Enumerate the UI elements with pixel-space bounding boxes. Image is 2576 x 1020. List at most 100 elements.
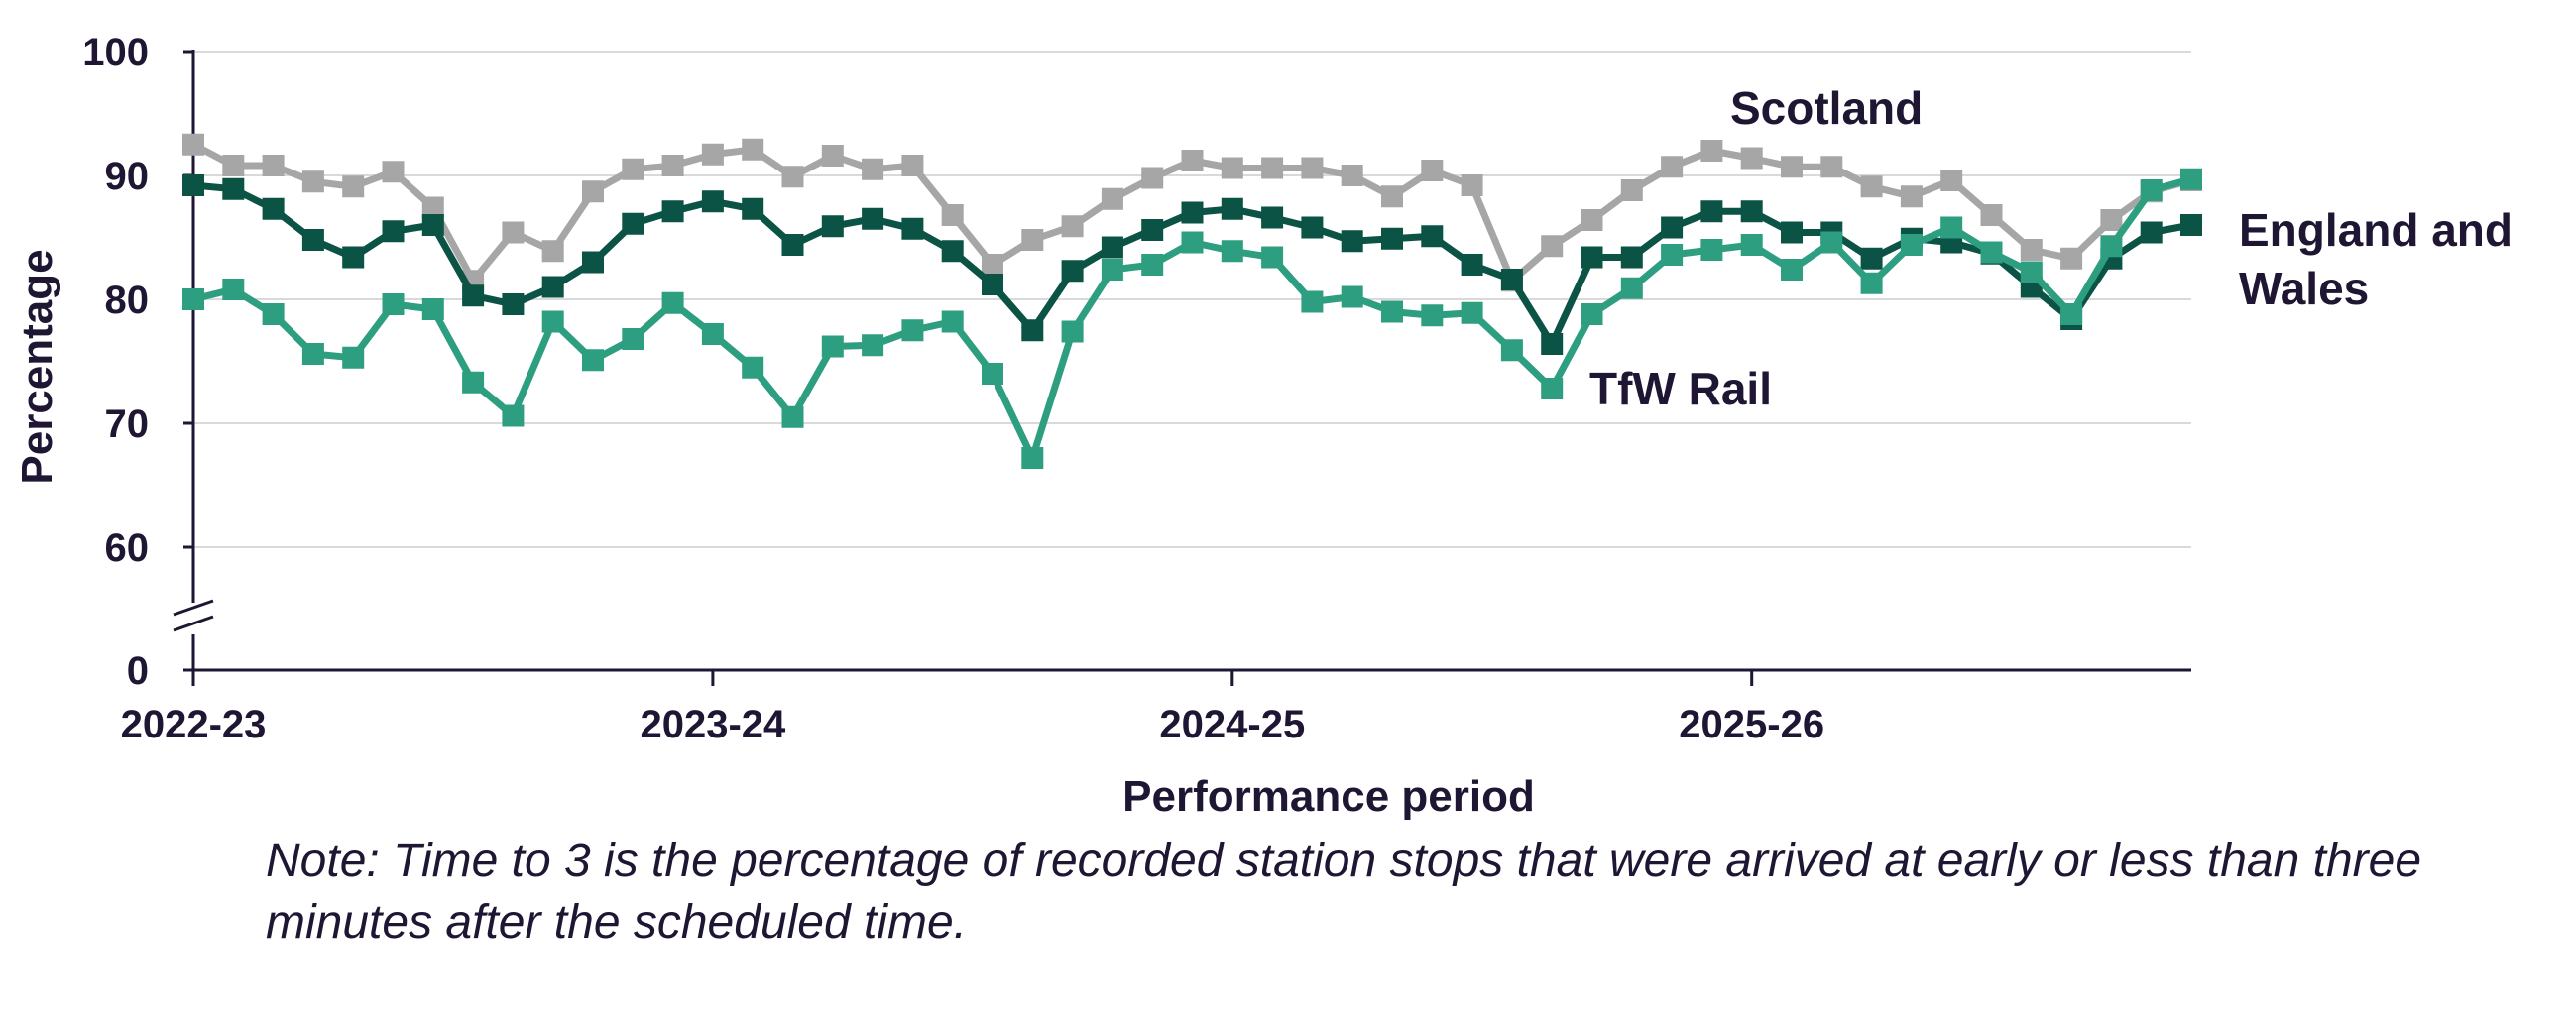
data-point [1341, 165, 1363, 186]
data-point [701, 323, 724, 345]
data-point [862, 158, 884, 180]
data-point [1541, 378, 1564, 399]
data-point [1661, 244, 1684, 266]
x-tick-label: 2022-23 [121, 703, 267, 746]
data-point [342, 346, 365, 369]
data-point [2100, 209, 2123, 231]
y-tick-label: 70 [105, 402, 150, 446]
data-point [821, 145, 844, 167]
data-point [1620, 179, 1643, 201]
data-point [1261, 157, 1284, 179]
data-point [1740, 200, 1763, 223]
data-point [781, 166, 804, 188]
y-tick-label: 80 [105, 279, 150, 322]
data-point [982, 274, 1003, 295]
data-point [1061, 260, 1084, 283]
data-point [502, 404, 525, 427]
data-point [382, 293, 405, 315]
data-point [182, 174, 204, 196]
data-point [1940, 216, 1963, 239]
data-point [1541, 235, 1564, 258]
data-point [2020, 239, 2043, 261]
data-point [1461, 174, 1483, 196]
data-point [582, 180, 604, 203]
data-point [1900, 234, 1923, 256]
axis-break-mark [173, 615, 214, 632]
series-england-and-wales [182, 174, 2202, 355]
data-point [1421, 160, 1444, 181]
data-point [541, 240, 564, 263]
data-point [1341, 285, 1363, 308]
data-point [1301, 216, 1324, 239]
data-point [781, 234, 804, 256]
y-tick-label: 100 [82, 31, 149, 74]
data-point [342, 246, 365, 269]
data-point [1900, 185, 1923, 208]
y-tick-label: 90 [105, 155, 150, 198]
data-point [1021, 229, 1044, 251]
data-point [661, 155, 684, 176]
data-point [901, 217, 924, 240]
data-point [1381, 227, 1403, 250]
data-point [1661, 216, 1684, 239]
data-point [1141, 167, 1164, 189]
data-point [1021, 319, 1044, 342]
data-point [2060, 303, 2083, 325]
data-point [1101, 236, 1123, 259]
data-point [742, 356, 764, 379]
data-point [1021, 447, 1044, 469]
series-tfw-rail [182, 168, 2202, 469]
data-point [1820, 156, 1843, 178]
data-point [301, 343, 324, 365]
x-tick-label: 2023-24 [641, 703, 787, 746]
data-point [622, 328, 644, 350]
data-point [781, 405, 804, 428]
data-point [541, 310, 564, 333]
data-point [2020, 261, 2043, 283]
x-axis-title: Performance period [1122, 772, 1535, 821]
series-label: England and Wales [2239, 204, 2513, 314]
data-point [701, 143, 724, 166]
data-point [661, 291, 684, 314]
data-point [1620, 277, 1643, 299]
data-point [1061, 215, 1084, 238]
axis-break-mark [173, 599, 214, 617]
data-point [1860, 247, 1883, 270]
chart-note: Note: Time to 3 is the percentage of rec… [266, 835, 2422, 949]
data-point [1301, 290, 1324, 313]
data-point [1980, 204, 2003, 226]
data-point [1940, 170, 1963, 191]
data-point [622, 212, 644, 235]
x-tick-label: 2025-26 [1679, 703, 1824, 746]
data-point [382, 161, 405, 183]
data-point [2140, 221, 2163, 244]
data-point [982, 363, 1003, 385]
data-point [1221, 240, 1243, 263]
data-point [462, 284, 485, 307]
data-point [421, 298, 444, 320]
data-point [1860, 272, 1883, 294]
data-point [1500, 339, 1523, 362]
series-labels: Scotland England and Wales TfW Rail [1589, 82, 2513, 414]
data-point [1581, 246, 1603, 269]
data-point [1181, 231, 1204, 254]
data-point [622, 158, 644, 180]
data-point [941, 310, 964, 333]
data-point [462, 371, 485, 394]
data-point [1740, 234, 1763, 256]
data-point [1980, 241, 2003, 264]
data-point [1301, 157, 1324, 179]
data-point [1421, 304, 1444, 327]
data-point [2100, 235, 2123, 258]
data-point [262, 197, 285, 220]
data-point [342, 175, 365, 198]
data-point [421, 196, 444, 219]
data-point [1740, 147, 1763, 170]
data-point [941, 240, 964, 263]
data-point [1101, 187, 1123, 210]
data-point [582, 251, 604, 274]
data-point [182, 133, 204, 156]
data-point [421, 214, 444, 236]
data-point [1461, 254, 1483, 276]
